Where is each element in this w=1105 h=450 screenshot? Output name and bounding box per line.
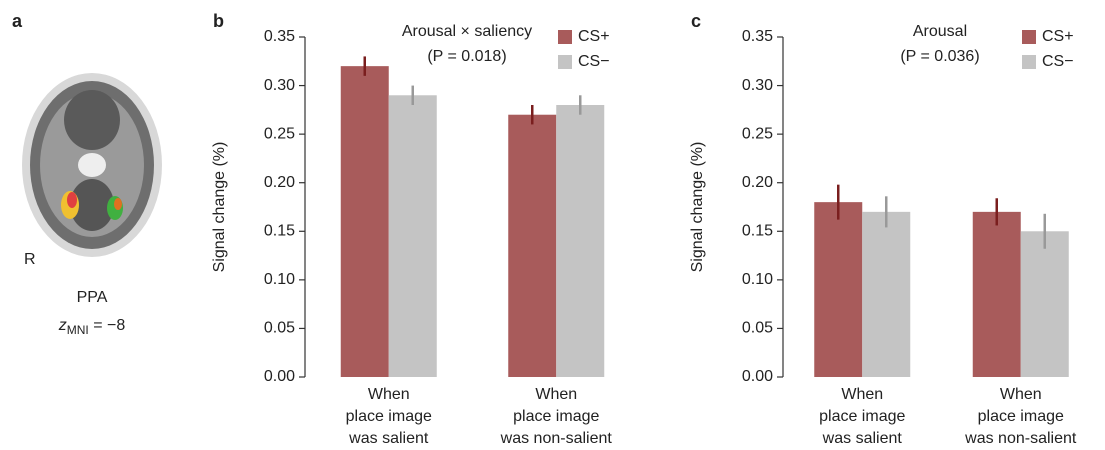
y-tick-label: 0.20 [264, 174, 295, 191]
y-tick-label: 0.20 [742, 174, 773, 191]
coord-var: z [58, 317, 67, 334]
y-tick-label: 0.05 [264, 320, 295, 337]
y-tick-label: 0.00 [264, 368, 295, 385]
bar [389, 95, 437, 377]
y-tick-label: 0.05 [742, 320, 773, 337]
y-tick-label: 0.25 [264, 125, 295, 142]
x-tick-label: was non-salient [964, 430, 1077, 447]
legend-swatch [558, 30, 572, 44]
brain-frontal [64, 90, 120, 150]
panel-letter: c [691, 11, 701, 31]
y-tick-label: 0.35 [264, 28, 295, 45]
x-tick-label: When [535, 386, 577, 403]
side-label: R [24, 251, 36, 268]
bar [341, 66, 389, 377]
activation [67, 192, 77, 208]
annotation: Arousal [913, 23, 967, 40]
bar [862, 212, 910, 377]
region-label: PPA [77, 289, 108, 306]
x-tick-label: When [368, 386, 410, 403]
annotation: (P = 0.018) [427, 48, 506, 65]
y-tick-label: 0.00 [742, 368, 773, 385]
chart: c 0.00 0.05 0.10 0.15 0.20 0.25 0.30 0.35 Signal … [689, 11, 1077, 447]
y-axis-label: Signal change (%) [211, 142, 228, 273]
bar [508, 115, 556, 377]
x-tick-label: was non-salient [500, 430, 613, 447]
legend-label: CS+ [578, 28, 610, 45]
bar [973, 212, 1021, 377]
panel-letter: b [213, 11, 224, 31]
bar [1021, 231, 1069, 377]
panel-a: a R PPA zMNI = −8 [12, 11, 162, 337]
chart: b 0.00 0.05 0.10 0.15 0.20 0.25 0.30 0.35 Signal … [211, 11, 612, 447]
y-tick-label: 0.25 [742, 125, 773, 142]
x-tick-label: place image [819, 408, 905, 425]
y-tick-label: 0.15 [742, 223, 773, 240]
x-tick-label: was salient [348, 430, 429, 447]
legend-label: CS− [578, 53, 610, 70]
y-tick-label: 0.30 [264, 77, 295, 94]
annotation: (P = 0.036) [900, 48, 979, 65]
annotation: Arousal × saliency [402, 23, 532, 40]
coord-sub: MNI [67, 323, 89, 337]
y-tick-label: 0.10 [264, 271, 295, 288]
y-tick-label: 0.15 [264, 223, 295, 240]
legend-label: CS− [1042, 53, 1074, 70]
brainstem [78, 153, 106, 177]
y-tick-label: 0.35 [742, 28, 773, 45]
x-tick-label: place image [978, 408, 1064, 425]
coord-rest: = −8 [89, 317, 126, 334]
x-tick-label: When [841, 386, 883, 403]
x-tick-label: was salient [822, 430, 903, 447]
x-tick-label: When [1000, 386, 1042, 403]
legend-swatch [1022, 30, 1036, 44]
legend-label: CS+ [1042, 28, 1074, 45]
legend-swatch [1022, 55, 1036, 69]
legend-swatch [558, 55, 572, 69]
x-tick-label: place image [513, 408, 599, 425]
figure: a R PPA zMNI = −8 b 0.00 0.05 0.10 0.15 0.20 0… [0, 0, 1105, 450]
activation [114, 198, 122, 210]
panel-letter: a [12, 11, 23, 31]
x-tick-label: place image [346, 408, 432, 425]
y-axis-label: Signal change (%) [689, 142, 706, 273]
coordinate: zMNI = −8 [58, 317, 126, 337]
bar [556, 105, 604, 377]
y-tick-label: 0.10 [742, 271, 773, 288]
bar [814, 202, 862, 377]
y-tick-label: 0.30 [742, 77, 773, 94]
